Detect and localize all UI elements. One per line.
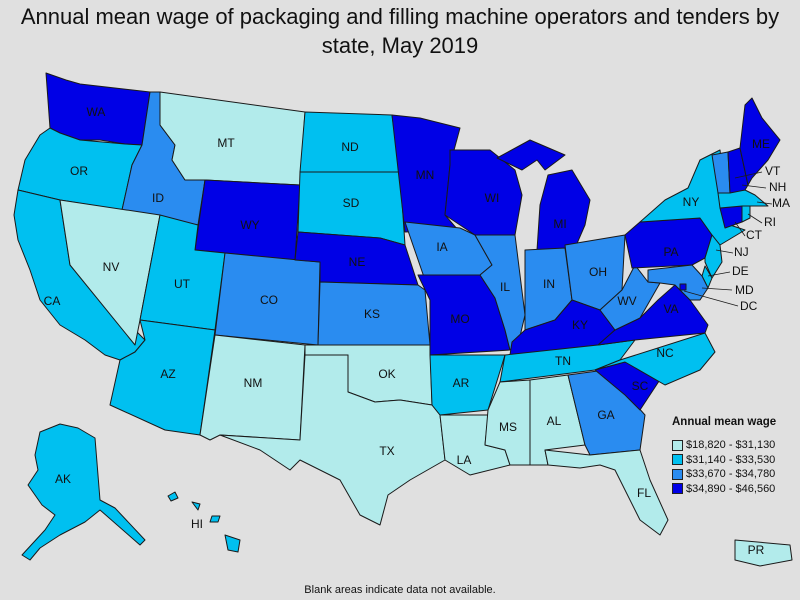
- state-label-ak: AK: [55, 472, 71, 486]
- state-label-tn: TN: [555, 354, 571, 368]
- state-label-al: AL: [547, 414, 562, 428]
- state-label-wi: WI: [485, 191, 500, 205]
- legend-label: $33,670 - $34,780: [686, 468, 776, 481]
- state-label-vt: VT: [765, 164, 781, 178]
- state-label-ok: OK: [378, 367, 395, 381]
- state-fl[interactable]: [544, 449, 669, 536]
- state-label-ia: IA: [436, 240, 447, 254]
- state-label-hi: HI: [191, 517, 203, 531]
- state-ak[interactable]: [21, 423, 146, 561]
- state-label-ks: KS: [364, 307, 380, 321]
- state-label-me: ME: [752, 137, 770, 151]
- state-pa[interactable]: [624, 217, 713, 269]
- state-label-fl: FL: [637, 486, 651, 500]
- state-label-ma: MA: [772, 196, 790, 210]
- state-label-il: IL: [500, 280, 510, 294]
- state-labels: WA OR CA ID NV MT WY UT AZ CO NM ND SD NE KS OK TX MN IA MO…: [44, 105, 790, 557]
- state-dc[interactable]: [679, 283, 687, 291]
- state-ma[interactable]: [717, 189, 769, 209]
- state-label-mi: MI: [553, 217, 566, 231]
- state-label-ct: CT: [746, 228, 763, 242]
- state-ri[interactable]: [741, 205, 751, 223]
- state-label-nj: NJ: [734, 245, 749, 259]
- state-label-ms: MS: [499, 420, 517, 434]
- state-pr[interactable]: [734, 539, 793, 567]
- label-leader-lines: [683, 171, 773, 307]
- legend-label: $18,820 - $31,130: [686, 439, 776, 452]
- state-label-co: CO: [260, 293, 278, 307]
- footnote: Blank areas indicate data not available.: [304, 584, 496, 596]
- state-label-sc: SC: [632, 379, 649, 393]
- state-label-nv: NV: [103, 260, 120, 274]
- legend-item: $33,670 - $34,780: [672, 467, 798, 482]
- legend-label: $34,890 - $46,560: [686, 482, 776, 495]
- state-label-nh: NH: [769, 180, 786, 194]
- state-label-va: VA: [663, 302, 678, 316]
- state-label-pr: PR: [748, 543, 765, 557]
- legend-item: $31,140 - $33,530: [672, 453, 798, 468]
- state-label-dc: DC: [740, 299, 758, 313]
- state-label-mo: MO: [450, 312, 469, 326]
- state-label-wv: WV: [617, 294, 636, 308]
- state-label-la: LA: [457, 453, 472, 467]
- state-label-id: ID: [152, 191, 164, 205]
- legend-swatch: [672, 468, 683, 480]
- legend: Annual mean wage $18,820 - $31,130 $31,1…: [672, 416, 798, 496]
- state-ks[interactable]: [317, 281, 431, 346]
- state-label-wy: WY: [240, 218, 259, 232]
- map-title: Annual mean wage of packaging and fillin…: [20, 4, 780, 58]
- state-label-ri: RI: [764, 215, 776, 229]
- state-label-ar: AR: [453, 376, 470, 390]
- state-label-or: OR: [70, 164, 88, 178]
- state-md[interactable]: [647, 264, 709, 301]
- state-label-de: DE: [732, 264, 749, 278]
- state-tx[interactable]: [219, 354, 446, 526]
- state-label-md: MD: [735, 283, 754, 297]
- state-label-ky: KY: [572, 318, 588, 332]
- state-nv[interactable]: [59, 199, 161, 346]
- legend-title: Annual mean wage: [672, 416, 777, 428]
- state-me[interactable]: [739, 97, 781, 186]
- state-label-ne: NE: [349, 255, 366, 269]
- state-label-nm: NM: [244, 376, 263, 390]
- state-label-pa: PA: [663, 245, 678, 259]
- state-hi[interactable]: [167, 491, 241, 553]
- state-label-oh: OH: [589, 265, 607, 279]
- state-label-ut: UT: [174, 277, 191, 291]
- state-ar[interactable]: [429, 354, 506, 416]
- legend-swatch: [672, 439, 683, 451]
- state-label-ga: GA: [597, 408, 614, 422]
- legend-item: $34,890 - $46,560: [672, 482, 798, 497]
- state-label-wa: WA: [87, 105, 106, 119]
- legend-swatch: [672, 454, 683, 466]
- state-label-ny: NY: [683, 195, 700, 209]
- state-label-tx: TX: [379, 444, 394, 458]
- state-il[interactable]: [474, 234, 526, 351]
- state-label-az: AZ: [160, 367, 175, 381]
- state-label-nc: NC: [656, 346, 674, 360]
- legend-label: $31,140 - $33,530: [686, 453, 776, 466]
- legend-swatch: [672, 483, 683, 495]
- state-label-sd: SD: [343, 196, 360, 210]
- state-label-ca: CA: [44, 294, 61, 308]
- legend-item: $18,820 - $31,130: [672, 438, 798, 453]
- state-nc[interactable]: [594, 332, 716, 386]
- state-nh[interactable]: [727, 147, 749, 194]
- state-label-in: IN: [543, 277, 555, 291]
- state-label-mn: MN: [416, 168, 435, 182]
- state-label-mt: MT: [217, 136, 235, 150]
- state-label-nd: ND: [341, 140, 359, 154]
